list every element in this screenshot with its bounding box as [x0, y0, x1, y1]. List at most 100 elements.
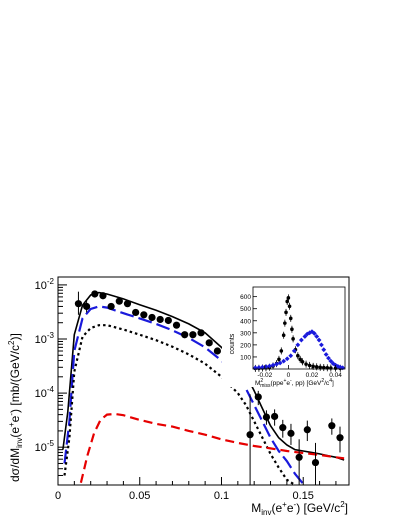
- inset-point-black: [279, 349, 284, 353]
- inset-point-black: [288, 316, 293, 321]
- inset-point-blue: [323, 352, 329, 357]
- main-plot-frame: [57, 276, 350, 486]
- data-point: [132, 308, 140, 317]
- inset-y-tick-label: 400: [240, 318, 251, 325]
- data-point: [262, 413, 271, 421]
- inset-point-blue: [267, 363, 272, 369]
- inset-plot: -0.02 0 0.02 0.04 100 200 300 400 500 600 counts…: [222, 282, 346, 389]
- data-point: [164, 316, 172, 325]
- inset-point-black: [304, 362, 308, 366]
- inset-y-axis-title: counts: [229, 333, 236, 354]
- main-plot: 0 0.05 0.1 0.15 10-5 10-4 10-3 10-2 Minv(e+e-)…: [7, 276, 350, 517]
- inset-x-axis: -0.02 0 0.02 0.04: [257, 365, 342, 379]
- data-point: [336, 434, 344, 442]
- inset-point-black: [290, 327, 294, 332]
- inset-point-blue: [319, 342, 324, 348]
- inset-x-tick-label: -0.02: [257, 372, 272, 379]
- inset-point-black: [314, 365, 319, 369]
- inset-x-axis-title: M2 miss(ppe+e-, pp) [GeV2/c4]: [255, 378, 334, 389]
- inset-point-black: [298, 357, 302, 362]
- inset-y-tick-label: 500: [240, 306, 251, 313]
- inset-point-blue: [270, 362, 276, 368]
- inset-point-black: [284, 310, 288, 315]
- y-tick-label: 10-5: [35, 439, 55, 454]
- data-point: [189, 331, 197, 339]
- inset-point-blue: [321, 347, 327, 353]
- data-point: [254, 393, 262, 401]
- data-point: [213, 347, 221, 355]
- inset-x-tick-label: 0.02: [306, 372, 319, 379]
- inset-point-blue: [337, 364, 343, 370]
- inset-y-tick-label: 100: [240, 354, 251, 361]
- inset-point-blue: [284, 356, 290, 362]
- data-point: [328, 422, 336, 430]
- inset-point-blue: [291, 348, 297, 354]
- inset-point-blue: [314, 334, 320, 339]
- x-tick-label: 0.15: [293, 490, 314, 502]
- inset-point-black: [300, 359, 305, 364]
- main-y-axis: 10-5 10-4 10-3 10-2: [35, 277, 67, 486]
- inset-point-blue: [288, 353, 294, 359]
- data-point: [156, 315, 164, 324]
- data-point: [115, 297, 123, 305]
- inset-point-blue: [311, 331, 317, 336]
- inset-point-blue: [295, 342, 301, 348]
- inset-point-black: [318, 365, 323, 370]
- inset-point-blue: [281, 358, 287, 364]
- inset-y-axis: 100 200 300 400 500 600: [240, 294, 257, 361]
- data-point: [140, 311, 148, 319]
- x-tick-label: 0.1: [214, 490, 229, 502]
- data-point: [107, 302, 115, 311]
- inset-point-black: [281, 333, 286, 338]
- inset-x-tick-label: 0: [287, 372, 291, 379]
- data-point: [246, 431, 254, 439]
- inset-y-tick-label: 600: [240, 294, 251, 301]
- x-tick-label: 0: [55, 490, 61, 502]
- inset-point-black: [291, 337, 295, 341]
- y-tick-label: 10-2: [35, 277, 55, 292]
- data-point: [91, 290, 99, 298]
- inset-point-blue: [304, 331, 310, 337]
- inset-points: [252, 294, 346, 372]
- data-point: [83, 302, 91, 311]
- data-point: [123, 300, 132, 308]
- inset-plot-frame: [252, 286, 346, 370]
- model-curve-dashed: [79, 412, 345, 484]
- inset-point-blue: [298, 337, 304, 343]
- inset-point-black: [296, 353, 300, 358]
- inset-point-black: [286, 296, 291, 300]
- inset-point-blue: [260, 364, 265, 370]
- inset-point-black: [321, 365, 326, 370]
- inset-point-black: [283, 321, 287, 325]
- data-point: [287, 429, 295, 437]
- data-point: [74, 300, 83, 308]
- data-point: [148, 313, 156, 322]
- main-x-axis: 0 0.05 0.1 0.15: [55, 477, 337, 502]
- inset-point-blue: [326, 355, 331, 361]
- inset-point-black: [287, 304, 292, 309]
- main-points: [74, 290, 344, 485]
- inset-point-blue: [277, 360, 283, 366]
- data-point: [181, 331, 189, 339]
- inset-y-tick-label: 300: [240, 330, 251, 337]
- data-point: [197, 329, 205, 337]
- inset-y-tick-label: 200: [240, 342, 251, 349]
- data-point: [279, 424, 287, 432]
- y-tick-label: 10-4: [35, 385, 55, 400]
- x-axis-title: Minv(e+e-) [GeV/c2]: [251, 500, 348, 517]
- inset-point-black: [307, 363, 312, 368]
- data-point: [303, 426, 311, 434]
- data-point: [99, 292, 107, 300]
- inset-point-blue: [316, 337, 322, 343]
- data-point: [271, 412, 279, 421]
- x-tick-label: 0.05: [129, 490, 150, 502]
- inset-x-tick-label: 0.04: [329, 372, 342, 379]
- y-axis-title: dσ/dMinv(e+e-) [mb/(GeV/c2)]: [7, 333, 24, 482]
- data-point: [311, 458, 320, 467]
- inset-point-black: [277, 357, 281, 362]
- data-point: [172, 321, 181, 329]
- y-tick-label: 10-3: [35, 331, 55, 346]
- model-curve-longdash: [63, 305, 305, 485]
- data-point: [295, 453, 303, 461]
